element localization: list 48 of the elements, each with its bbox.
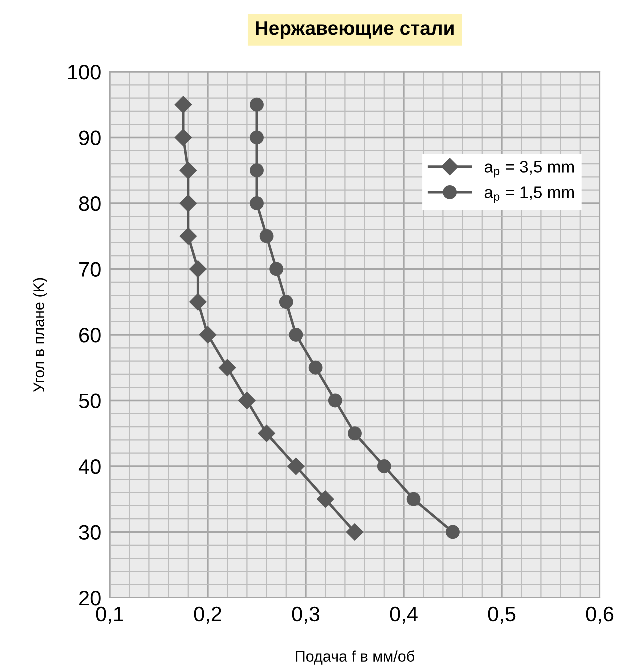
y-tick-label: 90	[79, 130, 101, 146]
y-tick-label: 40	[78, 460, 101, 474]
point	[199, 326, 217, 344]
point	[279, 295, 294, 310]
point	[174, 129, 192, 146]
legend-label: a$_{p}$ = 3,5 mm	[484, 161, 574, 178]
point	[258, 425, 276, 442]
x-tick-label: 0,2	[194, 606, 222, 624]
y-tick-label: 30	[79, 525, 101, 540]
point	[190, 294, 207, 311]
point	[250, 196, 264, 210]
point	[328, 394, 342, 408]
point	[270, 262, 284, 276]
point	[180, 194, 197, 212]
point	[260, 229, 274, 244]
point	[250, 98, 264, 112]
point	[289, 328, 304, 342]
y-tick-label: 70	[80, 262, 101, 278]
point	[180, 228, 197, 245]
point	[190, 260, 207, 278]
x-tick-label: 0,3	[292, 606, 320, 624]
point	[317, 490, 334, 508]
y-tick-label: 80	[79, 196, 101, 212]
chart-title: Нержавеющие стали	[256, 22, 454, 40]
x-axis-title: Подача f в мм/об	[296, 650, 414, 665]
y-tick-label: 50	[79, 394, 101, 409]
y-tick-label: 60	[80, 328, 101, 343]
y-tick-label: 20	[80, 591, 101, 606]
point	[406, 492, 421, 506]
point	[308, 360, 323, 375]
point	[238, 392, 256, 410]
point	[219, 359, 236, 376]
x-tick-label: 0,4	[390, 606, 418, 624]
point	[250, 130, 264, 145]
legend-label: a$_{p}$ = 1,5 mm	[484, 186, 574, 204]
x-tick-label: 0,1	[96, 606, 124, 624]
point	[346, 524, 364, 541]
point	[288, 458, 305, 476]
point	[377, 460, 392, 474]
point	[174, 96, 192, 114]
y-tick-label: 100	[68, 65, 101, 80]
point	[250, 164, 264, 178]
point	[180, 162, 197, 180]
point	[348, 426, 362, 441]
x-tick-label: 0,6	[586, 606, 614, 624]
point	[446, 525, 460, 540]
x-tick-label: 0,5	[488, 606, 516, 624]
y-axis-title: Угол в плане (K)	[33, 278, 48, 392]
